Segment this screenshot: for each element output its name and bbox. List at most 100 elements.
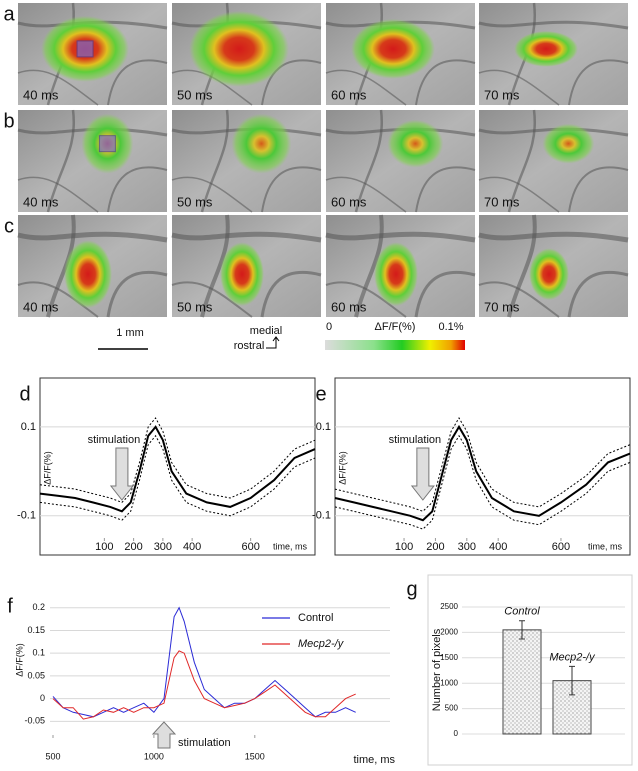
y-tick-label: -0.1 [17, 510, 36, 522]
panel-label: d [19, 383, 30, 405]
vessel [568, 59, 629, 106]
activation-map [189, 10, 290, 87]
activation-map [231, 113, 292, 174]
x-axis-label: time, ms [353, 754, 395, 766]
y-tick-label: 0 [40, 693, 45, 703]
time-label: 50 ms [177, 87, 213, 102]
vessel [200, 214, 230, 318]
annotation: stimulation [178, 737, 231, 749]
time-label: 50 ms [177, 299, 213, 314]
panel-label: e [315, 383, 326, 405]
time-label: 40 ms [23, 194, 59, 209]
stimulation-arrow [151, 721, 177, 749]
stimulation-arrow [410, 447, 435, 501]
vessel [200, 109, 230, 213]
vessel [415, 59, 476, 106]
x-tick-label: 300 [154, 541, 172, 553]
y-tick-label: 1500 [440, 653, 458, 662]
legend-label: Control [298, 612, 333, 624]
y-tick-label: 0 [454, 729, 459, 738]
vessel [325, 281, 407, 318]
colorbar: 0 0.1% ΔF/F(%) [325, 321, 465, 350]
x-tick-label: 600 [552, 541, 570, 553]
series-line [39, 417, 316, 503]
vessel [260, 270, 322, 318]
roi [98, 135, 116, 153]
panel-label: f [7, 595, 13, 617]
time-label: 60 ms [331, 299, 367, 314]
y-axis-label: ΔF/F(%) [42, 451, 52, 485]
y-axis-label: ΔF/F(%) [14, 643, 24, 677]
y-tick-label: 0.1 [316, 421, 331, 433]
y-tick-label: 2500 [440, 602, 458, 611]
vessel [17, 281, 99, 318]
row-label: b [3, 110, 14, 132]
vessel [478, 176, 560, 213]
x-tick-label: 1500 [245, 751, 265, 761]
vessel [478, 69, 560, 106]
orientation-label: rostral [234, 340, 265, 352]
y-axis-label: ΔF/F(%) [337, 451, 347, 485]
panel-frame [39, 377, 316, 556]
image-panels: a 40 ms 50 ms 60 ms 70 ms b 40 ms 50 ms 60 ms 70 … [3, 2, 629, 318]
x-tick-label: 100 [395, 541, 413, 553]
vessel [567, 270, 629, 318]
activation-map [514, 30, 579, 67]
y-tick-label: 1000 [440, 678, 458, 687]
y-tick-label: -0.05 [24, 716, 45, 726]
stimulation-arrow [109, 447, 134, 501]
series-line [334, 424, 631, 522]
activation-map [351, 18, 436, 79]
x-tick-label: 300 [458, 541, 476, 553]
series-line [39, 434, 316, 521]
vessel [507, 109, 537, 213]
vessel [414, 270, 476, 318]
orientation-arrows [266, 336, 280, 349]
time-label: 70 ms [484, 87, 520, 102]
activation-map [374, 242, 419, 307]
roi [76, 40, 94, 58]
vessel [478, 281, 560, 318]
colorbar-gradient [325, 340, 465, 350]
series-line [52, 650, 356, 720]
panel-label: g [406, 578, 417, 600]
x-axis-label: time, ms [588, 541, 623, 551]
vessel [507, 214, 537, 318]
time-label: 40 ms [23, 299, 59, 314]
activation-map [387, 119, 444, 168]
vessel [46, 109, 76, 213]
colorbar-tick-label: 0 [326, 321, 332, 333]
scale-bar-label: 1 mm [116, 327, 144, 339]
activation-map [542, 123, 595, 164]
vessel [354, 109, 384, 213]
x-tick-label: 500 [45, 751, 60, 761]
colorbar-tick-label: 0.1% [438, 321, 463, 333]
vessel [107, 166, 168, 213]
category-label: Control [504, 606, 540, 618]
series-line [334, 434, 631, 530]
panel-frame [334, 377, 631, 556]
y-axis-label: Number of pixels [431, 628, 443, 711]
x-tick-label: 200 [426, 541, 444, 553]
vessel [325, 69, 407, 106]
vessel [17, 69, 99, 106]
vessel [17, 176, 99, 213]
category-label: Mecp2-/y [549, 651, 596, 663]
time-label: 60 ms [331, 194, 367, 209]
bar [502, 629, 542, 735]
activation-map [64, 240, 113, 309]
x-tick-label: 1000 [144, 751, 164, 761]
time-label: 50 ms [177, 194, 213, 209]
series-line [334, 417, 631, 512]
legend-label: Mecp2-/y [298, 638, 345, 650]
x-tick-label: 400 [489, 541, 507, 553]
y-tick-label: 0.1 [21, 421, 36, 433]
orientation-label: medial [250, 325, 282, 337]
annotation: stimulation [88, 434, 141, 446]
vessel [171, 176, 253, 213]
y-tick-label: 500 [445, 704, 459, 713]
vessel [354, 214, 384, 318]
x-axis-label: time, ms [273, 541, 308, 551]
row-label: a [3, 3, 15, 25]
